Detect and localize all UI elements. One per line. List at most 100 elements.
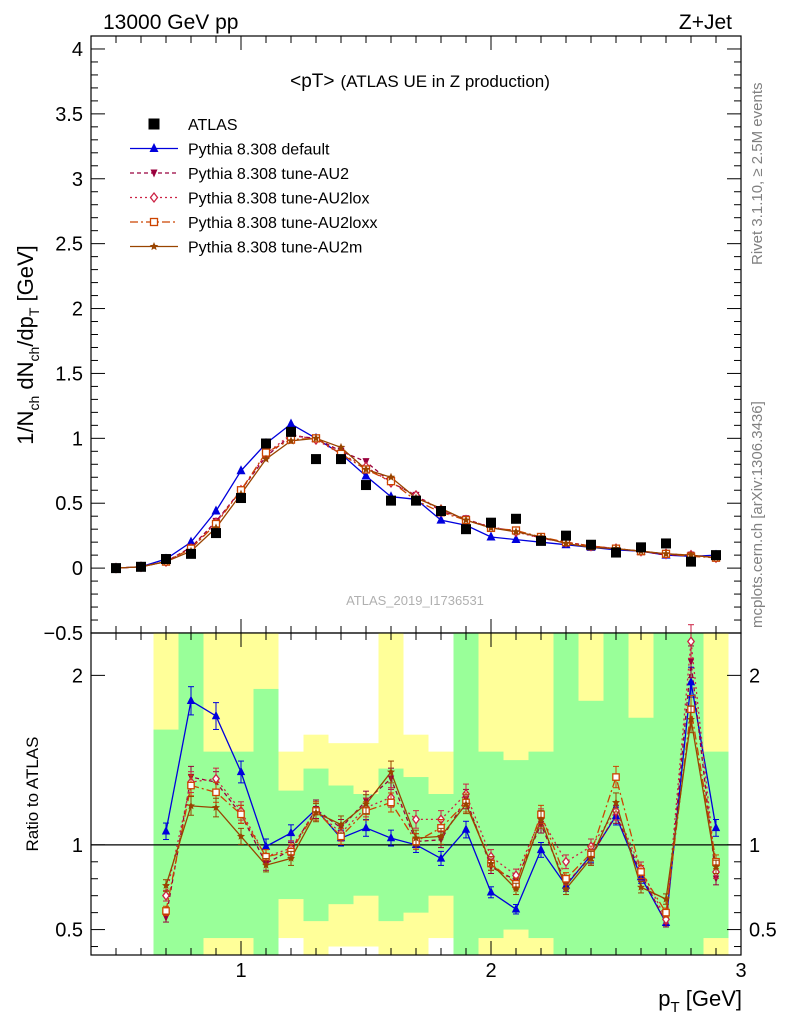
data-point — [461, 515, 471, 524]
data-point — [286, 436, 296, 445]
data-point — [511, 513, 521, 524]
ratio-point — [562, 874, 570, 883]
data-point — [336, 454, 346, 465]
ratio-point — [287, 854, 295, 862]
data-point — [236, 465, 246, 475]
ratio-point — [337, 820, 345, 828]
ratio-point — [187, 781, 195, 790]
ratio-point — [361, 822, 371, 832]
data-point — [511, 534, 521, 544]
y-tick-label: 3 — [72, 169, 83, 191]
ratio-point — [187, 801, 195, 810]
ratio-point — [486, 887, 496, 896]
ratio-point — [186, 695, 196, 704]
ratio-point — [212, 803, 220, 811]
data-point — [611, 547, 621, 558]
legend-entry: Pythia 8.308 default — [188, 142, 330, 159]
inner-band — [553, 633, 579, 955]
data-point — [386, 495, 396, 506]
ratio-point — [387, 798, 395, 807]
data-point — [361, 480, 371, 491]
data-point — [536, 535, 546, 546]
header-left-label: 13000 GeV pp — [103, 11, 238, 34]
legend-marker — [149, 217, 159, 227]
top-panel-ticks: −0.5 0 0.5 1 1.5 2 2.5 3 3.5 4 — [44, 35, 742, 645]
ratio-point — [712, 862, 720, 871]
inner-band — [628, 717, 654, 955]
data-point — [511, 527, 521, 536]
ratio-point — [436, 853, 446, 862]
ratio-point — [612, 773, 620, 781]
legend-marker — [148, 118, 160, 130]
legend-marker — [150, 169, 158, 178]
ratio-point — [711, 822, 721, 832]
ratio-point — [687, 658, 695, 667]
data-point — [236, 493, 246, 504]
legend-entry: Pythia 8.308 tune-AU2loxx — [188, 215, 377, 232]
data-point — [561, 539, 571, 548]
data-point — [561, 530, 571, 541]
data-point — [661, 538, 671, 549]
ratio-point — [162, 881, 170, 889]
ratio-point — [362, 800, 370, 808]
header-right-label: Z+Jet — [679, 11, 732, 34]
ratio-point — [237, 810, 245, 819]
y-tick-label: 1.5 — [55, 363, 83, 385]
legend-entry: Pythia 8.308 tune-AU2m — [188, 240, 362, 257]
ratio-point — [637, 883, 645, 891]
data-point — [186, 536, 196, 546]
ratio-point — [261, 841, 271, 850]
mcplots-label: mcplots.cern.ch [arXiv:1306.3436] — [749, 401, 766, 628]
y-tick-label: 2 — [72, 299, 83, 321]
ratio-point — [212, 788, 220, 797]
data-point — [186, 548, 196, 559]
y-tick-label: 0 — [72, 558, 83, 580]
ratio-point — [387, 767, 395, 776]
data-point — [286, 426, 296, 437]
top-y-axis-label: 1/Nch dNch/dpT [GeV] — [13, 245, 42, 445]
data-point — [711, 550, 721, 561]
y-tick-label: 3.5 — [55, 104, 83, 126]
ratio-point — [637, 868, 645, 876]
data-point — [486, 531, 496, 541]
ratio-point — [286, 827, 296, 837]
data-point — [161, 554, 171, 565]
y-tick-label: 1 — [749, 835, 760, 857]
legend-marker — [149, 191, 159, 204]
ratio-point — [462, 800, 470, 808]
ratio-point — [587, 854, 595, 862]
ratio-point — [687, 715, 695, 723]
top-panel-series — [111, 418, 721, 574]
ratio-point — [236, 766, 246, 776]
ratio-panel-series — [161, 624, 721, 928]
ratio-point — [662, 894, 670, 903]
y-tick-label: 1 — [72, 428, 83, 450]
ratio-point — [162, 907, 170, 915]
x-tick-label: 2 — [485, 960, 496, 982]
ratio-point — [612, 798, 620, 806]
ratio-point — [686, 636, 696, 647]
ratio-point — [161, 826, 171, 835]
ratio-point — [662, 908, 670, 917]
data-point — [261, 438, 271, 449]
data-point — [311, 454, 321, 465]
y-tick-label: 1 — [72, 835, 83, 857]
ratio-panel-frame — [90, 632, 742, 956]
y-tick-label: 0.5 — [55, 493, 83, 515]
ratio-point — [161, 890, 171, 901]
ratio-point — [487, 859, 495, 867]
ratio-point — [437, 832, 445, 840]
data-point — [686, 550, 696, 559]
y-tick-label: 2.5 — [55, 234, 83, 256]
data-point — [686, 556, 696, 567]
ratio-point — [562, 884, 570, 893]
legend: ATLAS Pythia 8.308 default Pythia 8.308 tu… — [130, 117, 377, 257]
ratio-point — [337, 832, 345, 841]
y-tick-label: 2 — [749, 665, 760, 687]
data-point — [361, 470, 371, 480]
ratio-point — [412, 833, 420, 842]
data-point — [361, 465, 371, 474]
data-point — [661, 549, 671, 558]
ratio-point — [162, 914, 170, 922]
